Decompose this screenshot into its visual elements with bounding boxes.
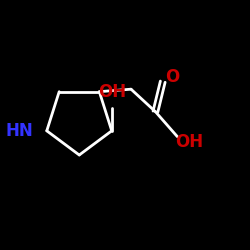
Text: OH: OH — [176, 133, 204, 151]
Text: HN: HN — [6, 122, 33, 140]
Text: OH: OH — [98, 83, 126, 101]
Text: O: O — [166, 68, 180, 86]
